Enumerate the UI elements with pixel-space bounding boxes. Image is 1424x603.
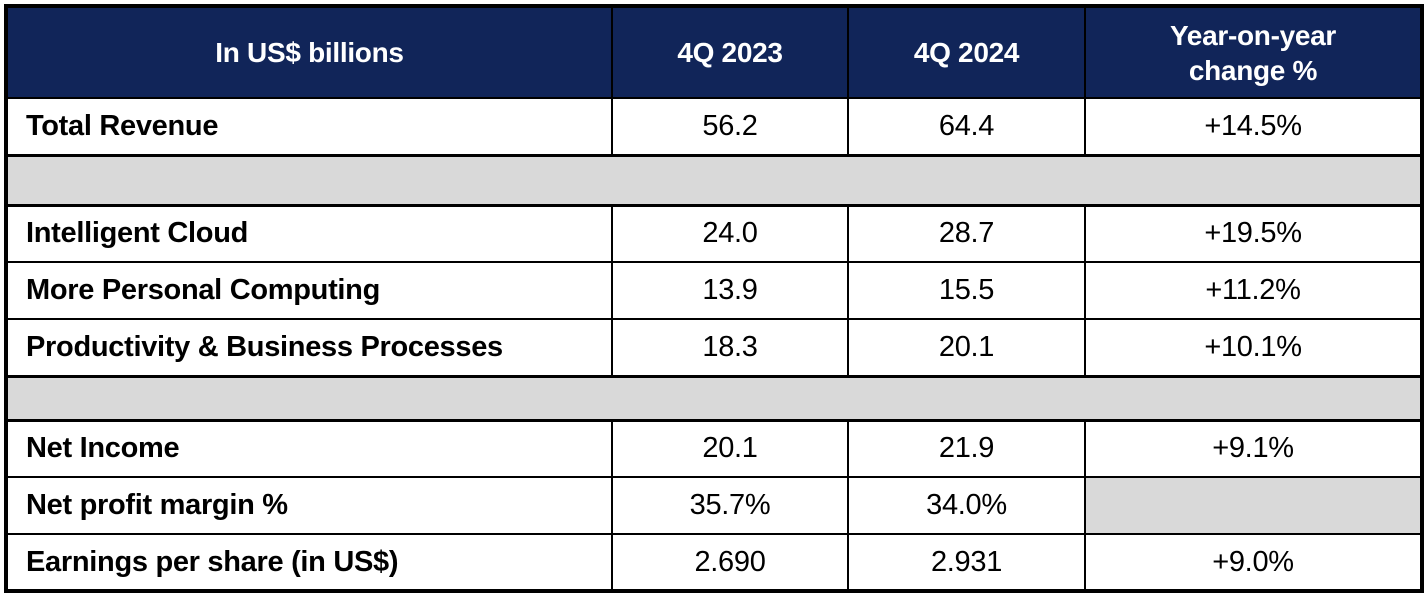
table-row-productivity-business-processes: Productivity & Business Processes 18.3 2… [5, 318, 1423, 377]
spacer-row [5, 153, 1423, 207]
spacer-cell [5, 374, 1423, 422]
spacer-row [5, 374, 1423, 422]
value-yoy-change: +9.0% [1084, 533, 1423, 592]
table-row-more-personal-computing: More Personal Computing 13.9 15.5 +11.2% [5, 261, 1423, 320]
value-q4-2024: 21.9 [847, 419, 1086, 478]
value-q4-2023: 13.9 [611, 261, 849, 320]
row-label: Productivity & Business Processes [5, 318, 613, 377]
value-q4-2024: 15.5 [847, 261, 1086, 320]
table-row-total-revenue: Total Revenue 56.2 64.4 +14.5% [5, 97, 1423, 156]
table-header-row: In US$ billions 4Q 2023 4Q 2024 Year-on-… [5, 5, 1423, 99]
value-q4-2024: 28.7 [847, 204, 1086, 263]
value-q4-2024: 2.931 [847, 533, 1086, 592]
value-q4-2023: 20.1 [611, 419, 849, 478]
value-q4-2023: 2.690 [611, 533, 849, 592]
row-label: Intelligent Cloud [5, 204, 613, 263]
value-yoy-change: +11.2% [1084, 261, 1423, 320]
header-yoy-change: Year-on-year change % [1084, 5, 1423, 99]
value-yoy-change: +19.5% [1084, 204, 1423, 263]
header-metric: In US$ billions [5, 5, 613, 99]
value-q4-2023: 18.3 [611, 318, 849, 377]
table-row-net-income: Net Income 20.1 21.9 +9.1% [5, 419, 1423, 478]
table-row-intelligent-cloud: Intelligent Cloud 24.0 28.7 +19.5% [5, 204, 1423, 263]
value-yoy-change-empty [1084, 476, 1423, 535]
row-label: Earnings per share (in US$) [5, 533, 613, 592]
header-q4-2024: 4Q 2024 [847, 5, 1086, 99]
header-yoy-change-label: Year-on-year change % [1169, 19, 1337, 86]
row-label: More Personal Computing [5, 261, 613, 320]
header-q4-2023: 4Q 2023 [611, 5, 849, 99]
row-label: Net profit margin % [5, 476, 613, 535]
value-q4-2023: 56.2 [611, 97, 849, 156]
table-row-net-profit-margin: Net profit margin % 35.7% 34.0% [5, 476, 1423, 535]
value-yoy-change: +9.1% [1084, 419, 1423, 478]
value-q4-2024: 34.0% [847, 476, 1086, 535]
row-label: Total Revenue [5, 97, 613, 156]
value-q4-2024: 20.1 [847, 318, 1086, 377]
value-yoy-change: +10.1% [1084, 318, 1423, 377]
value-q4-2023: 35.7% [611, 476, 849, 535]
value-q4-2024: 64.4 [847, 97, 1086, 156]
row-label: Net Income [5, 419, 613, 478]
spacer-cell [5, 153, 1423, 207]
value-yoy-change: +14.5% [1084, 97, 1423, 156]
quarterly-results-table: In US$ billions 4Q 2023 4Q 2024 Year-on-… [4, 4, 1424, 593]
table-row-earnings-per-share: Earnings per share (in US$) 2.690 2.931 … [5, 533, 1423, 592]
value-q4-2023: 24.0 [611, 204, 849, 263]
